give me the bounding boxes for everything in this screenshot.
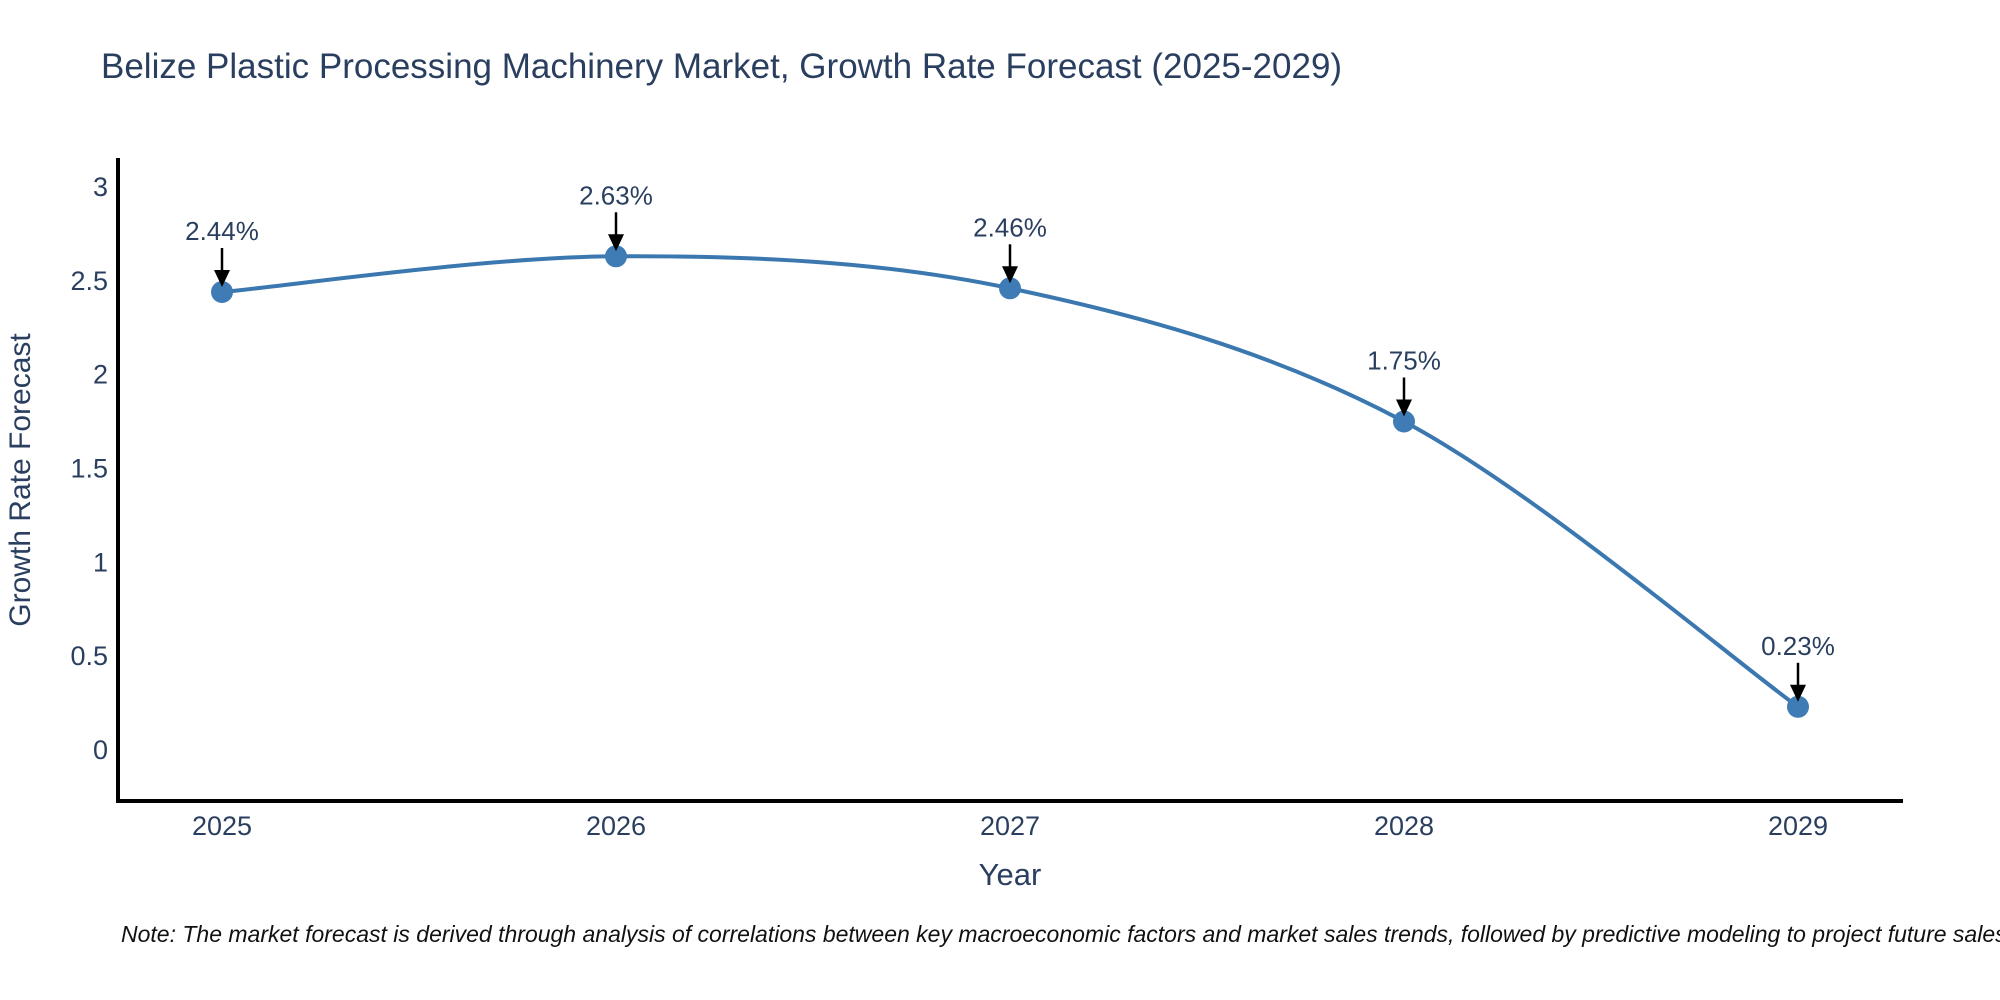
annotation-label: 1.75%	[1367, 346, 1441, 376]
y-tick-label: 2.5	[70, 266, 108, 296]
x-tick-label: 2029	[1768, 811, 1828, 841]
data-point-marker	[1393, 410, 1415, 433]
annotation-arrowhead-icon	[214, 270, 230, 287]
data-point-marker	[211, 281, 233, 303]
axes	[116, 158, 1903, 803]
y-tick-label: 2	[93, 360, 108, 390]
data-point-annotations: 2.44% 2.63% 2.46% 1.75% 0.23%	[185, 180, 1835, 702]
annotation-arrowhead-icon	[608, 234, 624, 252]
annotation-arrowhead-icon	[1002, 266, 1018, 284]
chart-title: Belize Plastic Processing Machinery Mark…	[101, 47, 1342, 86]
x-axis-title: Year	[979, 857, 1042, 892]
y-tick-label: 3	[93, 172, 108, 202]
y-tick-label: 0	[93, 735, 108, 765]
x-tick-label: 2026	[586, 811, 646, 841]
annotation-label: 0.23%	[1761, 631, 1835, 661]
y-tick-label: 0.5	[70, 641, 108, 671]
data-point-marker	[605, 245, 627, 268]
y-tick-label: 1.5	[70, 453, 108, 483]
trace-growth-rate	[211, 245, 1809, 718]
y-axis-tick-labels: 0 0.5 1 1.5 2 2.5 3	[70, 172, 108, 765]
annotation-label: 2.46%	[973, 212, 1047, 242]
trace-line	[221, 254, 1800, 709]
x-axis-tick-labels: 2025 2026 2027 2028 2029	[192, 811, 1828, 841]
y-tick-label: 1	[93, 547, 108, 577]
data-point-marker	[999, 277, 1021, 300]
x-tick-label: 2025	[192, 811, 252, 841]
data-point-marker	[1787, 695, 1809, 718]
x-tick-label: 2027	[980, 811, 1040, 841]
annotation-label: 2.44%	[185, 216, 259, 246]
y-axis-title: Growth Rate Forecast	[4, 333, 37, 627]
annotation-arrowhead-icon	[1396, 399, 1412, 417]
annotation-label: 2.63%	[579, 180, 653, 210]
footnote: Note: The market forecast is derived thr…	[121, 921, 2000, 947]
x-tick-label: 2028	[1374, 811, 1434, 841]
annotation-arrowhead-icon	[1790, 684, 1806, 702]
